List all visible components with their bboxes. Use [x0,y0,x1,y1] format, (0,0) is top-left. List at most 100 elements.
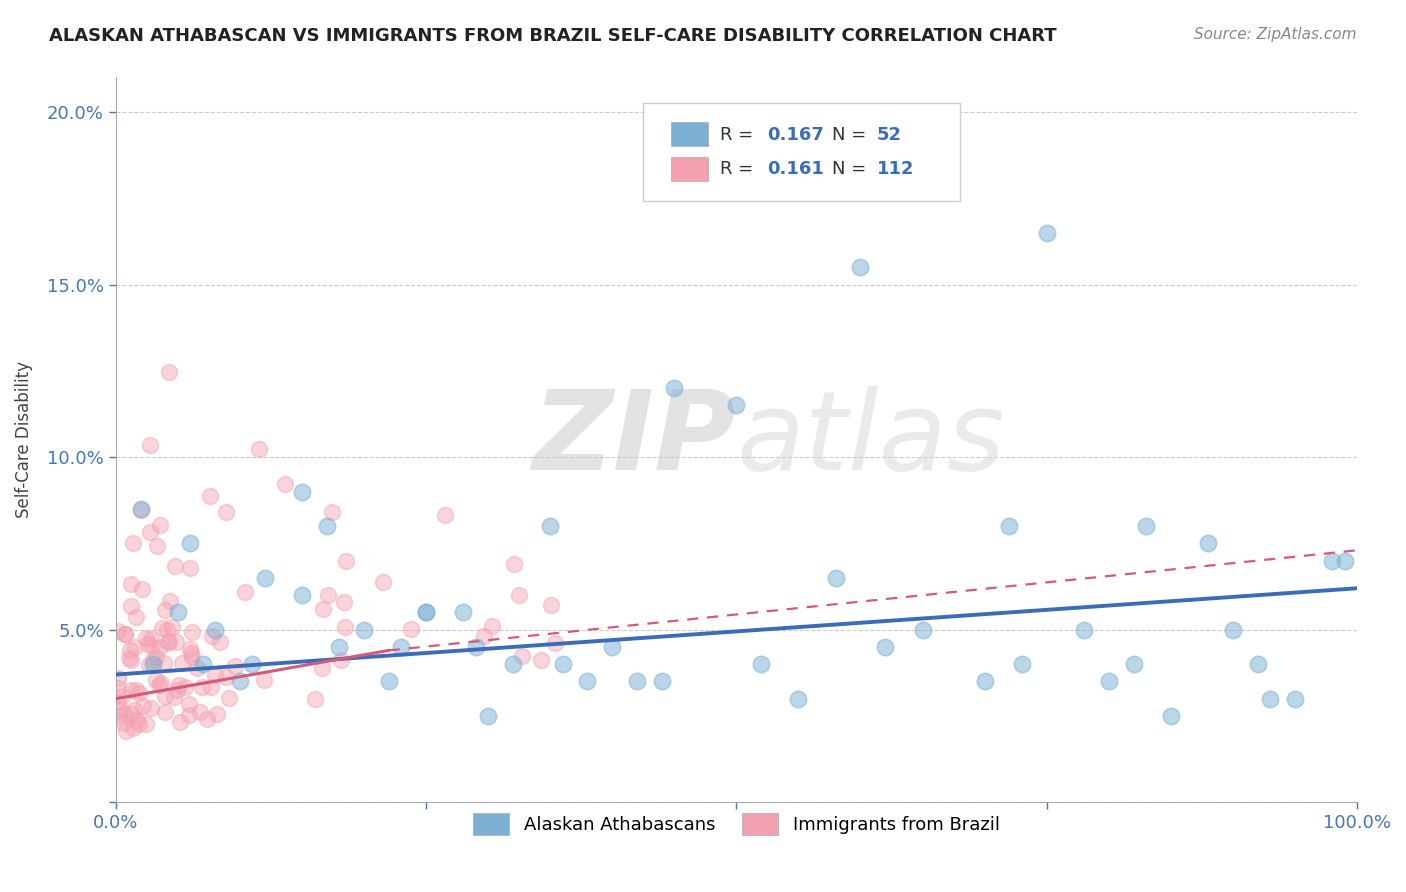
Point [125,610,148,624]
Point [333,620,356,634]
Point [530,653,553,667]
Point [114,716,136,731]
Point [145,650,167,665]
Point [451,606,474,620]
Point [1122,657,1144,672]
Point [111,689,134,703]
Point [321,505,343,519]
Point [156,624,179,638]
Point [138,658,160,673]
Point [159,594,181,608]
Point [107,624,129,638]
Point [107,671,129,685]
Point [1333,554,1355,568]
Point [153,689,176,703]
Point [142,653,165,667]
Point [129,501,152,516]
Text: 112: 112 [876,161,914,178]
Point [209,635,232,649]
Text: R =: R = [720,161,759,178]
Point [998,519,1021,533]
Point [973,674,995,689]
Point [502,558,524,572]
Point [131,582,153,597]
Point [332,595,354,609]
Point [157,635,180,649]
Point [179,536,201,550]
Point [389,640,412,654]
Point [600,640,623,654]
Point [120,599,142,613]
Point [124,683,146,698]
Point [1098,674,1121,689]
Point [155,705,177,719]
Text: N =: N = [832,161,872,178]
Point [316,587,339,601]
Text: 0.167: 0.167 [768,126,824,144]
Point [291,484,314,499]
Point [371,574,394,589]
Point [538,519,561,533]
Point [218,690,240,705]
Point [114,626,136,640]
Point [112,706,135,721]
Text: ZIP: ZIP [533,386,737,493]
Point [191,657,214,672]
Point [120,576,142,591]
Text: 0.161: 0.161 [768,161,824,178]
Point [749,657,772,672]
Point [125,713,148,727]
Point [163,690,186,704]
Point [201,629,224,643]
Point [157,365,180,379]
Y-axis label: Self-Care Disability: Self-Care Disability [15,361,32,518]
Point [1011,657,1033,672]
Point [150,621,173,635]
Point [132,698,155,713]
Point [155,603,177,617]
Point [169,715,191,730]
Point [1320,554,1343,568]
Point [274,477,297,491]
Point [180,624,202,639]
Point [205,706,228,721]
Point [108,709,131,723]
Point [1135,519,1157,533]
Point [329,653,352,667]
Point [167,678,190,692]
Point [335,554,357,568]
Point [849,260,872,275]
Point [122,721,145,735]
Point [114,626,136,640]
Point [124,640,146,655]
Point [141,632,163,647]
Point [142,657,165,672]
Point [149,675,172,690]
Point [464,640,486,654]
Point [141,701,163,715]
Point [177,697,200,711]
Point [121,706,143,721]
Point [165,635,187,649]
Point [166,683,188,698]
Point [353,623,375,637]
Point [415,606,437,620]
Text: N =: N = [832,126,872,144]
Point [328,640,350,654]
Point [145,673,167,687]
Point [787,691,810,706]
Point [434,508,457,523]
Point [128,717,150,731]
Point [120,643,142,657]
Point [378,674,401,689]
Point [911,623,934,637]
Point [139,524,162,539]
Point [1035,226,1057,240]
Point [224,659,246,673]
Point [1284,691,1306,706]
Point [576,674,599,689]
Point [200,680,222,694]
Point [120,653,142,667]
Point [235,585,257,599]
Point [651,674,673,689]
